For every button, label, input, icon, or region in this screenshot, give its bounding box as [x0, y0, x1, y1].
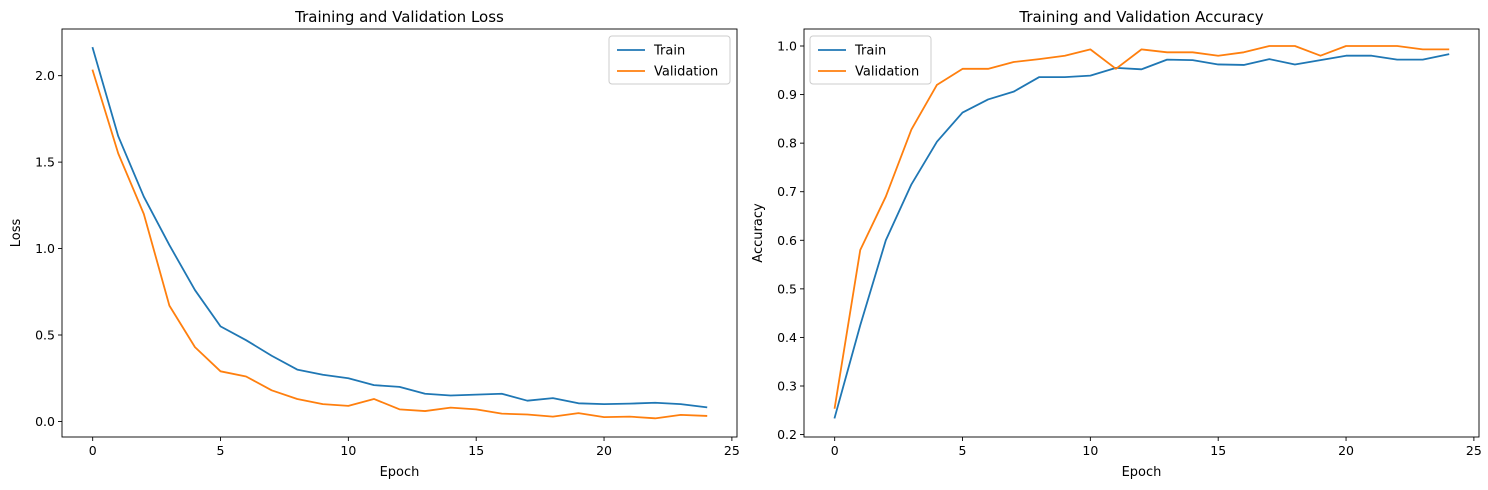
legend-label-train: Train: [854, 44, 886, 59]
series-line-train: [91, 46, 708, 409]
legend-label-validation: Validation: [855, 65, 919, 80]
plot-frame: [61, 28, 738, 438]
x-tick-label: 5: [959, 443, 967, 458]
x-tick-label: 0: [89, 443, 97, 458]
x-tick-label: 15: [1210, 443, 1226, 458]
x-tick-label: 25: [1466, 443, 1482, 458]
plot-frame: [803, 28, 1480, 438]
x-tick-label: 15: [468, 443, 484, 458]
x-tick-label: 20: [1338, 443, 1354, 458]
y-tick-label: 1.5: [35, 155, 55, 170]
y-axis-label: Accuracy: [751, 203, 766, 263]
y-tick-label: 0.7: [777, 184, 797, 199]
x-tick-label: 20: [596, 443, 612, 458]
legend: Train Validation: [608, 35, 731, 85]
y-tick-label: 0.3: [777, 379, 797, 394]
chart-title: Training and Validation Loss: [294, 8, 504, 26]
chart-loss: Training and Validation Loss 0 5 10 15 20 25 0.…: [9, 8, 740, 480]
chart-title: Training and Validation Accuracy: [1018, 8, 1263, 26]
legend: Train Validation: [809, 35, 932, 85]
series-line-validation: [91, 69, 708, 420]
series-line-train: [833, 53, 1450, 419]
legend-label-validation: Validation: [654, 65, 718, 80]
x-tick-label: 10: [340, 443, 356, 458]
y-tick-label: 0.4: [777, 330, 797, 345]
series-line-validation: [833, 45, 1450, 409]
chart-accuracy: Training and Validation Accuracy 0 5 10 15 20…: [751, 8, 1482, 480]
x-tick-label: 5: [217, 443, 225, 458]
x-tick-label: 25: [724, 443, 740, 458]
y-tick-label: 0.5: [35, 328, 55, 343]
y-tick-label: 0.6: [777, 233, 797, 248]
x-tick-label: 0: [831, 443, 839, 458]
y-axis-label: Loss: [9, 219, 24, 248]
legend-label-train: Train: [653, 44, 685, 59]
y-tick-label: 0.9: [777, 87, 797, 102]
y-tick-label: 1.0: [35, 241, 55, 256]
legend-box: [608, 35, 731, 85]
y-tick-label: 2.0: [35, 68, 55, 83]
y-tick-label: 0.8: [777, 136, 797, 151]
y-tick-label: 0.0: [35, 414, 55, 429]
x-tick-label: 10: [1082, 443, 1098, 458]
x-axis-label: Epoch: [380, 465, 420, 480]
y-tick-label: 0.2: [777, 427, 797, 442]
y-tick-label: 1.0: [777, 39, 797, 54]
legend-box: [809, 35, 932, 85]
x-axis-label: Epoch: [1122, 465, 1162, 480]
y-tick-label: 0.5: [777, 281, 797, 296]
